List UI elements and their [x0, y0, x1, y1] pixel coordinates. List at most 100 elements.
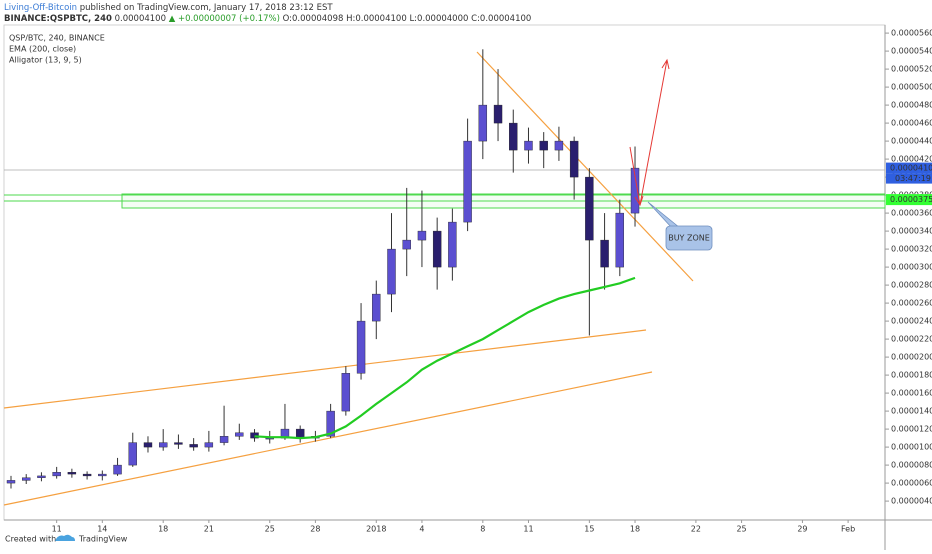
- candle-body: [615, 212, 624, 268]
- trendline: [3, 371, 653, 506]
- change: ▲ +0.00000007 (+0.17%): [169, 14, 280, 24]
- candle-body: [219, 436, 229, 443]
- legend-instrument: QSP/BTC, 240, BINANCE: [9, 34, 105, 43]
- legend-ema: EMA (200, close): [9, 45, 76, 54]
- candle-body: [295, 428, 305, 439]
- price-label-box: [886, 162, 932, 174]
- legend-alligator: Alligator (13, 9, 5): [9, 56, 82, 65]
- low: L:0.00004000: [409, 14, 468, 24]
- candle-body: [387, 248, 396, 295]
- countdown-box: [886, 173, 932, 184]
- footer-created: Created with: [5, 535, 56, 544]
- x-tick-label: 18: [158, 525, 168, 534]
- high: H:0.00004100: [346, 14, 407, 24]
- annotation: BUY ZONE: [668, 234, 710, 243]
- x-tick-label: Feb: [841, 525, 855, 534]
- candle-body: [493, 104, 503, 124]
- candle-body: [585, 176, 594, 241]
- x-tick-label: 4: [419, 525, 424, 534]
- x-tick-label: 25: [736, 525, 746, 534]
- x-tick-label: 28: [310, 525, 320, 534]
- symbol: BINANCE:QSPBTC, 240: [4, 14, 112, 24]
- candle-body: [524, 140, 533, 151]
- published: published on TradingView.com, January 17…: [80, 3, 334, 13]
- candle-body: [67, 472, 77, 475]
- candle-body: [478, 104, 488, 142]
- ema-line: [254, 276, 636, 440]
- candle-body: [448, 221, 457, 268]
- candle-body: [326, 410, 335, 437]
- zone-box: [121, 193, 886, 209]
- candle-body: [128, 442, 137, 466]
- candle-body: [158, 442, 168, 448]
- x-tick-label: 25: [265, 525, 275, 534]
- x-tick-label: 11: [523, 525, 533, 534]
- candle-body: [432, 230, 442, 268]
- x-tick-label: 22: [691, 525, 701, 534]
- brand-logo: [55, 534, 75, 541]
- x-tick-label: 14: [97, 525, 107, 534]
- x-tick-label: 2018: [366, 525, 386, 534]
- candle-body: [52, 472, 61, 477]
- candle-body: [463, 140, 472, 223]
- candle-body: [630, 167, 640, 214]
- open: O:0.00004098: [283, 14, 344, 24]
- candle-body: [250, 432, 259, 439]
- candle-body: [174, 442, 183, 445]
- candle-body: [82, 473, 92, 477]
- trendline: [3, 329, 647, 409]
- header-line: Living-Off-Bitcoin published on TradingV…: [4, 3, 333, 13]
- candle-body: [113, 464, 122, 475]
- callout: [665, 225, 713, 251]
- x-tick-label: 15: [584, 525, 594, 534]
- arrow-head: [634, 195, 644, 207]
- author[interactable]: Living-Off-Bitcoin: [4, 3, 77, 13]
- candle-body: [539, 140, 548, 151]
- price: 0.00004100: [115, 14, 166, 24]
- candle-body: [235, 432, 244, 437]
- symbol-line: BINANCE:QSPBTC, 240 0.00004100 ▲ +0.0000…: [4, 14, 531, 24]
- candle-body: [402, 239, 411, 250]
- candle-body: [22, 477, 31, 481]
- candle-body: [98, 473, 107, 477]
- arrow-head: [661, 58, 670, 70]
- footer-brand: TradingView: [78, 535, 128, 544]
- x-tick-label: 8: [480, 525, 485, 534]
- candle-body: [600, 239, 609, 268]
- price-label: 0.00003750: [890, 195, 932, 204]
- x-tick-label: 29: [797, 525, 807, 534]
- x-tick-label: 18: [630, 525, 640, 534]
- candle-body: [417, 230, 427, 241]
- y-tick-label: 0.00005600: [891, 29, 932, 38]
- close: C:0.00004100: [471, 14, 531, 24]
- drawings: [3, 51, 886, 506]
- price-label-box: [886, 194, 932, 206]
- candle-body: [554, 140, 564, 151]
- candle-body: [143, 442, 153, 448]
- candle-body: [372, 293, 381, 322]
- candle-body: [37, 475, 46, 478]
- candle-body: [341, 373, 351, 412]
